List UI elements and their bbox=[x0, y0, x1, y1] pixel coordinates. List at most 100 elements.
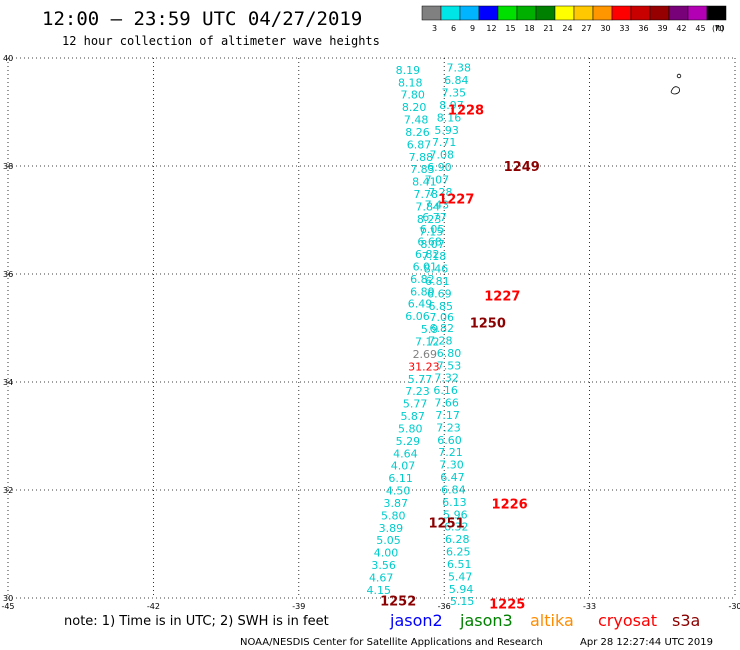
scale-unit-label: (ft) bbox=[712, 24, 724, 33]
swh-value: 5.05 bbox=[376, 534, 401, 547]
swh-value: 7.18 bbox=[422, 250, 447, 263]
swh-value: 7.88 bbox=[409, 151, 434, 164]
swh-value: 7.32 bbox=[434, 372, 459, 385]
swh-value: 5.77 bbox=[403, 398, 428, 411]
swh-value: 6.16 bbox=[433, 384, 458, 397]
swh-value: 6.60 bbox=[437, 434, 462, 447]
scale-label: 30 bbox=[600, 24, 610, 33]
pass-time: 1249 bbox=[504, 160, 540, 175]
swh-value: 7.23 bbox=[405, 385, 430, 398]
swh-value: 7.38 bbox=[446, 62, 471, 75]
pass-time: 1251 bbox=[429, 516, 465, 531]
swh-value: 6.05 bbox=[420, 223, 445, 236]
swh-value: 5.15 bbox=[450, 595, 475, 608]
scale-swatch bbox=[554, 5, 575, 21]
swh-value: 6.32 bbox=[444, 521, 469, 534]
pass-time: 1228 bbox=[448, 103, 484, 118]
swh-value: 6.47 bbox=[440, 471, 465, 484]
swh-value: 5.94 bbox=[449, 583, 474, 596]
scale-label: 45 bbox=[695, 24, 705, 33]
swh-value: 6.84 bbox=[444, 74, 469, 87]
swh-value: 8.07 bbox=[420, 238, 445, 251]
swh-value: 4.15 bbox=[367, 584, 392, 597]
swh-value: 7.84 bbox=[415, 201, 440, 214]
scale-swatch bbox=[611, 5, 632, 21]
pass-time: 1252 bbox=[380, 595, 416, 610]
swh-value: 5.87 bbox=[400, 410, 425, 423]
swh-value: 7.12 bbox=[415, 336, 440, 349]
footnote: note: 1) Time is in UTC; 2) SWH is in fe… bbox=[64, 614, 329, 629]
swh-value: 5.80 bbox=[381, 509, 406, 522]
swh-value: 6.68 bbox=[417, 236, 442, 249]
pass-time: 1250 bbox=[470, 317, 506, 332]
pass-time: 1227 bbox=[484, 290, 520, 305]
satellite-name: jason3 bbox=[459, 611, 513, 630]
scale-label: 70 bbox=[714, 24, 724, 33]
scale-label: 39 bbox=[657, 24, 667, 33]
scale-swatch bbox=[649, 5, 670, 21]
lat-tick-label: 40 bbox=[3, 54, 13, 63]
scale-label: 18 bbox=[524, 24, 534, 33]
lon-tick-label: -39 bbox=[292, 602, 305, 611]
scale-swatch bbox=[440, 5, 461, 21]
scale-label: 6 bbox=[451, 24, 456, 33]
swh-value: 4.00 bbox=[374, 547, 399, 560]
satellite-name: cryosat bbox=[598, 611, 657, 630]
swh-value: 6.82 bbox=[430, 322, 455, 335]
swh-value: 5.80 bbox=[398, 422, 423, 435]
swh-value: 3.89 bbox=[379, 522, 404, 535]
swh-value: 8.26 bbox=[405, 126, 430, 139]
swh-value: 6.06 bbox=[405, 310, 430, 323]
lat-tick-label: 30 bbox=[3, 594, 13, 603]
swh-value: 8.41 bbox=[412, 176, 437, 189]
swh-value: 6.13 bbox=[442, 496, 467, 509]
swh-value: 7.35 bbox=[442, 87, 467, 100]
scale-swatch bbox=[459, 5, 480, 21]
swh-value: 6.90 bbox=[427, 161, 452, 174]
scale-label: 9 bbox=[470, 24, 475, 33]
swh-value: 6.01 bbox=[413, 260, 438, 273]
scale-swatch bbox=[706, 5, 727, 21]
swh-value: 31.23 bbox=[408, 360, 440, 373]
swh-value: 8.97 bbox=[439, 99, 464, 112]
swh-value: 3.87 bbox=[383, 497, 408, 510]
wave-height-labels: 8.198.187.808.207.488.266.877.887.838.41… bbox=[367, 62, 475, 609]
lon-tick-label: -36 bbox=[438, 602, 451, 611]
swh-value: 7.06 bbox=[430, 311, 455, 324]
scale-label: 15 bbox=[505, 24, 515, 33]
swh-value: 7.53 bbox=[437, 359, 462, 372]
swh-value: 3.56 bbox=[371, 559, 396, 572]
pass-time: 1226 bbox=[492, 498, 528, 513]
swh-value: 6.85 bbox=[429, 300, 454, 313]
swh-value: 4.07 bbox=[391, 460, 416, 473]
swh-value: 6.28 bbox=[445, 533, 470, 546]
swh-value: 7.66 bbox=[434, 397, 459, 410]
lon-tick-label: -30 bbox=[728, 602, 740, 611]
swh-value: 6.80 bbox=[437, 347, 462, 360]
island-icon bbox=[670, 73, 682, 95]
satellite-legend: jason2 jason3 altika cryosat s3a bbox=[389, 611, 700, 630]
swh-value: 6.69 bbox=[427, 287, 452, 300]
swh-value: 7.48 bbox=[404, 114, 429, 127]
swh-value: 6.51 bbox=[447, 558, 472, 571]
pass-time-labels: 1228 1249 1227 1227 1250 1226 1251 1252 1225 bbox=[380, 103, 540, 612]
lon-tick-label: -33 bbox=[583, 602, 596, 611]
scale-label: 42 bbox=[676, 24, 686, 33]
lat-tick-label: 36 bbox=[3, 270, 13, 279]
swh-value: 8.20 bbox=[402, 101, 427, 114]
swh-value: 7.83 bbox=[410, 163, 435, 176]
swh-value: 6.87 bbox=[407, 138, 432, 151]
swh-value: 2.69 bbox=[413, 348, 438, 361]
swh-value: 6.81 bbox=[425, 275, 450, 288]
scale-swatch bbox=[478, 5, 499, 21]
swh-value: 5.9 bbox=[421, 323, 439, 336]
scale-label: 33 bbox=[619, 24, 629, 33]
swh-value: 7.71 bbox=[432, 136, 457, 149]
credit-timestamp: Apr 28 12:27:44 UTC 2019 bbox=[580, 637, 713, 648]
scale-swatch bbox=[687, 5, 708, 21]
scale-label: 3 bbox=[432, 24, 437, 33]
lon-tick-label: -45 bbox=[1, 602, 14, 611]
scale-swatch bbox=[421, 5, 442, 21]
scale-swatch bbox=[630, 5, 651, 21]
